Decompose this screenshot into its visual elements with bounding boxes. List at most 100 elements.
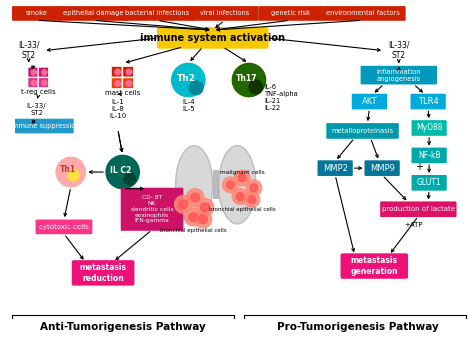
Circle shape xyxy=(31,70,36,75)
Circle shape xyxy=(172,64,205,97)
Circle shape xyxy=(199,215,207,223)
Text: genetic risk: genetic risk xyxy=(271,10,310,16)
FancyBboxPatch shape xyxy=(120,6,194,21)
FancyBboxPatch shape xyxy=(190,6,259,21)
FancyBboxPatch shape xyxy=(411,148,447,163)
Circle shape xyxy=(31,80,36,86)
Ellipse shape xyxy=(219,146,256,224)
FancyBboxPatch shape xyxy=(28,67,38,77)
Text: viral infections: viral infections xyxy=(200,10,249,16)
Circle shape xyxy=(115,69,120,75)
FancyBboxPatch shape xyxy=(319,6,406,21)
Text: IL-4
IL-5: IL-4 IL-5 xyxy=(182,99,195,112)
FancyBboxPatch shape xyxy=(72,260,135,285)
Text: metastasis
reduction: metastasis reduction xyxy=(80,263,127,283)
Circle shape xyxy=(42,80,47,86)
Text: IL-6
TNF-alpha
IL-21
IL-22: IL-6 TNF-alpha IL-21 IL-22 xyxy=(264,84,299,111)
Text: environmental factors: environmental factors xyxy=(326,10,400,16)
FancyBboxPatch shape xyxy=(111,66,122,77)
Text: MMP9: MMP9 xyxy=(370,164,394,173)
Text: MMP2: MMP2 xyxy=(323,164,347,173)
Text: +: + xyxy=(415,162,423,172)
Ellipse shape xyxy=(175,146,213,224)
Text: metastasis
generation: metastasis generation xyxy=(350,257,398,276)
Circle shape xyxy=(232,64,265,97)
Circle shape xyxy=(191,193,200,202)
Circle shape xyxy=(238,174,246,182)
FancyBboxPatch shape xyxy=(361,66,437,84)
Circle shape xyxy=(248,195,256,203)
Circle shape xyxy=(126,69,132,75)
Text: malignant cells: malignant cells xyxy=(220,170,264,174)
FancyBboxPatch shape xyxy=(36,220,92,234)
FancyBboxPatch shape xyxy=(15,119,74,133)
Text: AKT: AKT xyxy=(362,97,377,106)
Circle shape xyxy=(234,170,250,186)
FancyBboxPatch shape xyxy=(157,27,269,49)
FancyBboxPatch shape xyxy=(411,175,447,191)
FancyBboxPatch shape xyxy=(410,94,446,109)
Text: epithelial damage: epithelial damage xyxy=(63,10,124,16)
FancyBboxPatch shape xyxy=(111,78,122,88)
FancyBboxPatch shape xyxy=(326,123,399,139)
Circle shape xyxy=(201,203,210,212)
Circle shape xyxy=(68,169,80,181)
FancyBboxPatch shape xyxy=(411,120,447,136)
Text: immune system activation: immune system activation xyxy=(140,33,285,43)
Circle shape xyxy=(227,181,234,189)
Text: IL C2: IL C2 xyxy=(110,165,131,174)
Circle shape xyxy=(186,189,204,206)
Circle shape xyxy=(250,184,258,192)
FancyBboxPatch shape xyxy=(340,253,408,279)
Text: Th1: Th1 xyxy=(60,165,76,173)
FancyBboxPatch shape xyxy=(38,78,48,88)
Circle shape xyxy=(189,81,203,95)
Text: MyD88: MyD88 xyxy=(416,124,442,133)
Text: CD- 8T
NK
dendritic cells
eosinophils
IFN-gamma: CD- 8T NK dendritic cells eosinophils IF… xyxy=(131,195,173,223)
Circle shape xyxy=(246,180,262,195)
Text: cytotoxic cells: cytotoxic cells xyxy=(39,224,89,230)
Text: Th2: Th2 xyxy=(177,74,196,83)
FancyBboxPatch shape xyxy=(28,78,38,88)
Circle shape xyxy=(222,177,238,193)
FancyBboxPatch shape xyxy=(259,6,321,21)
FancyBboxPatch shape xyxy=(38,67,48,77)
Text: immune suppression: immune suppression xyxy=(9,123,79,129)
Circle shape xyxy=(179,200,188,209)
Circle shape xyxy=(194,210,212,228)
Circle shape xyxy=(174,195,192,213)
Text: production of lactate: production of lactate xyxy=(382,206,455,212)
Text: smoke: smoke xyxy=(26,10,47,16)
Circle shape xyxy=(126,81,132,86)
Circle shape xyxy=(56,157,85,187)
Text: +ATP: +ATP xyxy=(404,222,423,228)
Text: Pro-Tumorigenesis Pathway: Pro-Tumorigenesis Pathway xyxy=(277,322,438,332)
FancyBboxPatch shape xyxy=(123,78,133,88)
FancyBboxPatch shape xyxy=(352,94,387,109)
Text: mast cells: mast cells xyxy=(105,90,140,96)
FancyBboxPatch shape xyxy=(318,160,353,176)
Bar xyxy=(213,170,219,200)
Circle shape xyxy=(106,155,139,189)
Circle shape xyxy=(115,81,120,86)
Text: t-reg cells: t-reg cells xyxy=(21,89,56,95)
Text: GLUT1: GLUT1 xyxy=(417,178,441,187)
Circle shape xyxy=(196,199,214,216)
FancyBboxPatch shape xyxy=(380,201,456,217)
Text: Anti-Tumorigenesis Pathway: Anti-Tumorigenesis Pathway xyxy=(40,322,206,332)
Text: inflammation
angiogenesis: inflammation angiogenesis xyxy=(376,69,421,82)
FancyBboxPatch shape xyxy=(12,6,61,21)
Text: metalloproteinasis: metalloproteinasis xyxy=(331,128,393,134)
Circle shape xyxy=(184,208,202,226)
Circle shape xyxy=(244,192,260,207)
FancyBboxPatch shape xyxy=(58,6,128,21)
Text: Th17: Th17 xyxy=(236,74,258,83)
Text: NF-kB: NF-kB xyxy=(418,151,440,160)
Text: bronchial epithelial cells: bronchial epithelial cells xyxy=(160,228,227,233)
Text: bacterial infections: bacterial infections xyxy=(125,10,189,16)
FancyBboxPatch shape xyxy=(121,188,183,231)
Text: IL-1
IL-8
IL-10: IL-1 IL-8 IL-10 xyxy=(109,99,127,119)
Circle shape xyxy=(42,70,47,75)
Text: IL-33/
ST2: IL-33/ ST2 xyxy=(27,103,46,116)
Circle shape xyxy=(236,193,244,200)
